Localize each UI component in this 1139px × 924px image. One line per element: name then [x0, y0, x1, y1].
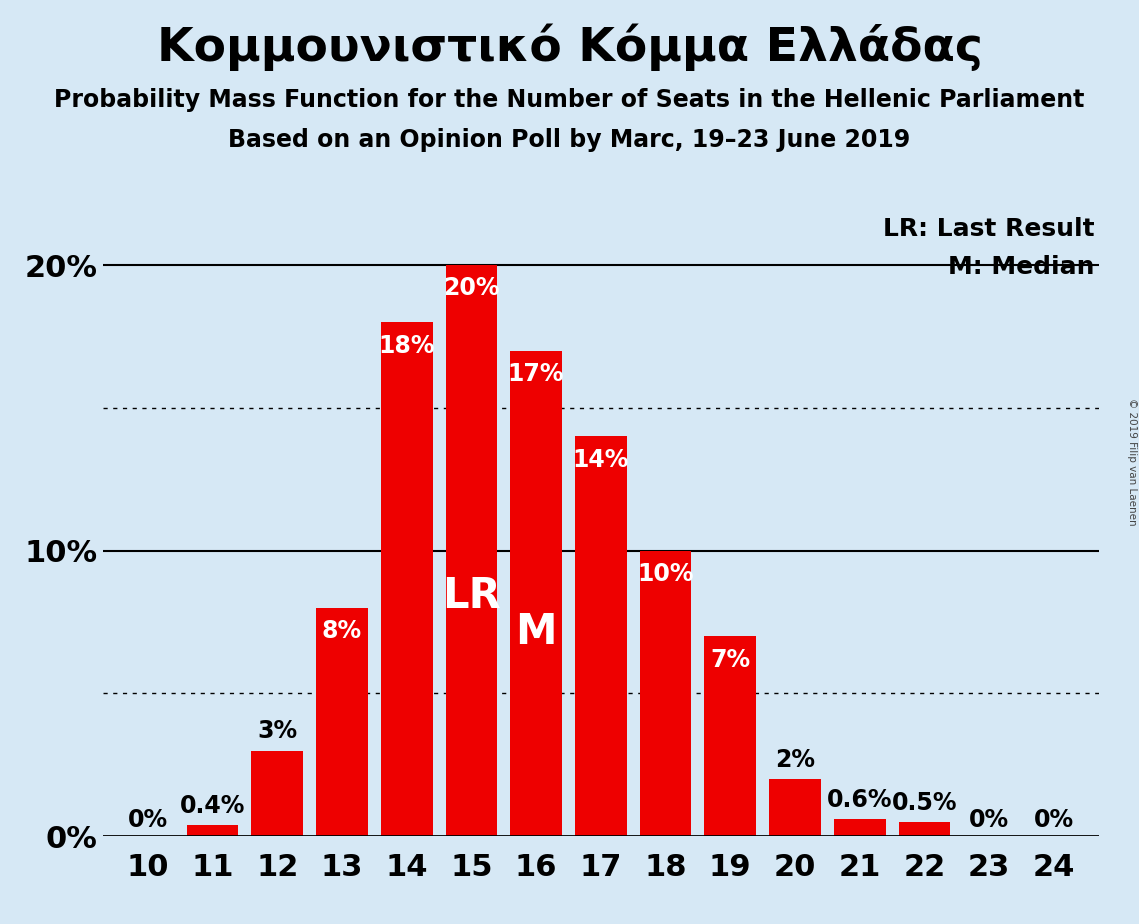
Text: 0%: 0% [1034, 808, 1074, 832]
Bar [769, 779, 821, 836]
Text: 10%: 10% [638, 562, 694, 586]
Text: 18%: 18% [378, 334, 435, 358]
Text: 14%: 14% [573, 448, 629, 472]
Bar [640, 551, 691, 836]
Bar [187, 825, 238, 836]
Bar [316, 608, 368, 836]
Text: 0.5%: 0.5% [892, 791, 957, 815]
Text: © 2019 Filip van Laenen: © 2019 Filip van Laenen [1126, 398, 1137, 526]
Bar [834, 819, 886, 836]
Text: 0%: 0% [128, 808, 167, 832]
Text: 0.6%: 0.6% [827, 788, 893, 812]
Text: M: Median: M: Median [948, 255, 1095, 279]
Bar [380, 322, 433, 836]
Text: LR: Last Result: LR: Last Result [883, 217, 1095, 241]
Bar [510, 351, 562, 836]
Text: 0%: 0% [969, 808, 1009, 832]
Text: Based on an Opinion Poll by Marc, 19–23 June 2019: Based on an Opinion Poll by Marc, 19–23 … [229, 128, 910, 152]
Text: Probability Mass Function for the Number of Seats in the Hellenic Parliament: Probability Mass Function for the Number… [55, 88, 1084, 112]
Text: 0.4%: 0.4% [180, 794, 245, 818]
Bar [252, 750, 303, 836]
Text: M: M [515, 612, 557, 653]
Bar [704, 637, 756, 836]
Bar [575, 436, 626, 836]
Text: 8%: 8% [322, 619, 362, 643]
Text: 20%: 20% [443, 276, 500, 300]
Text: 3%: 3% [257, 720, 297, 744]
Text: 7%: 7% [711, 648, 751, 672]
Bar [445, 265, 498, 836]
Text: LR: LR [442, 576, 501, 617]
Bar [899, 822, 950, 836]
Text: Κομμουνιστικό Κόμμα Ελλάδας: Κομμουνιστικό Κόμμα Ελλάδας [156, 23, 983, 70]
Text: 2%: 2% [775, 748, 816, 772]
Text: 17%: 17% [508, 362, 564, 386]
